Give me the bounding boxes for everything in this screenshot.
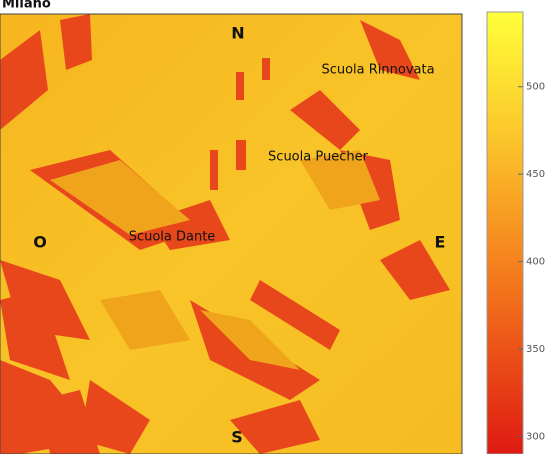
colorbar-tick-label: 300 [526,432,545,443]
compass-north: N [231,24,244,43]
compass-east: E [435,233,446,252]
colorbar-tick-label: 400 [526,257,545,268]
place-label: Scuola Dante [129,230,216,245]
colorbar-tick-label: 450 [526,169,545,180]
place-label: Scuola Rinnovata [321,63,434,78]
colorbar-tick-label: 350 [526,344,545,355]
compass-south: S [231,428,243,447]
title: Milano [2,0,51,12]
map-figure: Milano N [0,0,553,454]
irradiation-map [0,14,462,454]
compass-west: O [33,233,47,252]
place-label: Scuola Puecher [268,150,369,165]
colorbar-tick-label: 500 [526,82,545,93]
colorbar [487,12,523,454]
